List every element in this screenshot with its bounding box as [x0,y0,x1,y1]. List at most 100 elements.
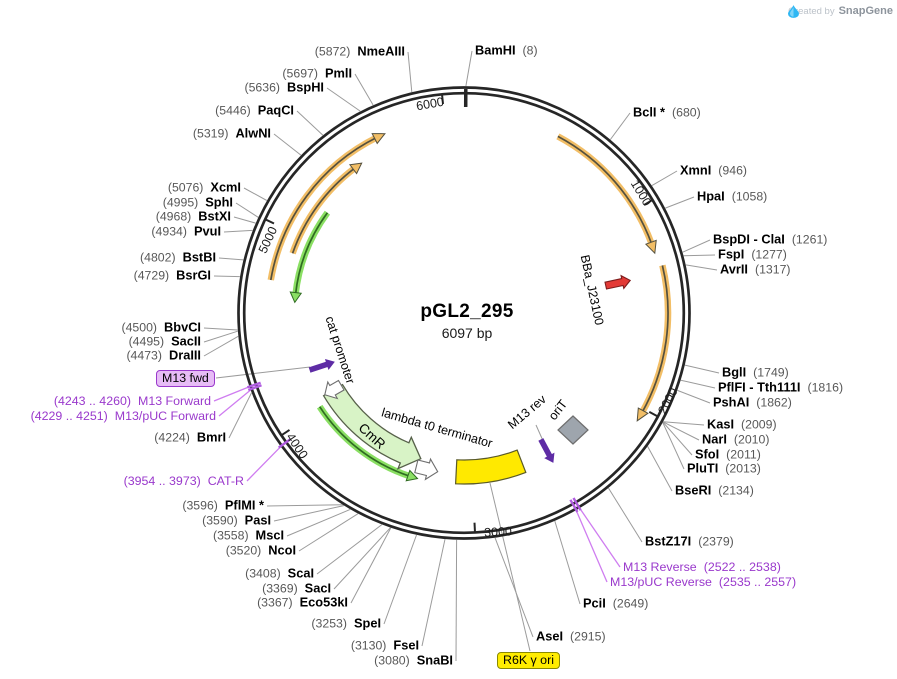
label-name: AlwNI [235,125,271,141]
label-name: BmrI [196,429,226,445]
enzyme-label-spei[interactable]: (3253) SpeI [311,617,381,631]
label-position: (2134) [718,483,754,498]
primer-site-tick-2530[interactable] [572,497,582,511]
m13-rev-primer-arrow[interactable] [538,438,555,463]
enzyme-label-alwni[interactable]: (5319) AlwNI [193,125,271,141]
enzyme-label-snabi[interactable]: (3080) SnaBI [374,654,453,668]
m13-fwd-primer-arrow[interactable] [308,358,335,373]
primer-label-cat-r[interactable]: (3954 .. 3973) CAT-R [124,474,244,487]
enzyme-label-sfoi[interactable]: SfoI (2011) [695,448,761,462]
enzyme-label-pluti[interactable]: PluTI (2013) [687,462,761,476]
enzyme-label-bseri[interactable]: BseRI (2134) [675,483,754,498]
enzyme-label-bamhi[interactable]: BamHI (8) [475,43,538,58]
enzyme-callout-alwni [273,133,302,156]
enzyme-label-sacii[interactable]: (4495) SacII [129,335,201,349]
cmr-gene-band[interactable] [322,383,422,470]
enzyme-callout-nmeaiii [407,51,413,93]
enzyme-callout-bamhi [465,50,473,87]
label-name: M13 Forward [138,393,211,408]
enzyme-label-kasi[interactable]: KasI (2009) [707,418,777,432]
enzyme-label-sphi[interactable]: (4995) SphI [162,195,233,210]
primer-site-tick-4252[interactable] [247,381,261,389]
enzyme-label-pmli[interactable]: (5697) PmlI [282,67,352,81]
enzyme-label-paqci[interactable]: (5446) PaqCI [215,104,294,118]
enzyme-label-nmeaiii[interactable]: (5872) NmeAIII [314,44,405,59]
primer-site-tick-3963[interactable] [277,438,291,449]
enzyme-label-bstbi[interactable]: (4802) BstBI [140,251,216,265]
enzyme-label-avrii[interactable]: AvrII (1317) [720,262,791,277]
bba-j23100-promoter-arrow[interactable] [604,274,632,290]
label-name: BstXI [198,208,231,224]
enzyme-callout-asei [494,537,534,638]
scale-tick-1000 [643,198,654,206]
enzyme-label-xcmi[interactable]: (5076) XcmI [168,181,241,195]
enzyme-callout-eco53ki [350,527,392,604]
primer-site-tick-2546[interactable] [569,499,579,513]
terminator-arrow[interactable] [414,457,439,481]
enzyme-label-fspi[interactable]: FspI (1277) [718,246,787,262]
enzyme-label-pflfi-tth111i[interactable]: PflFI - Tth111I (1816) [718,381,843,395]
orit-feature-diamond[interactable] [557,415,589,445]
enzyme-label-fsei[interactable]: (3130) FseI [350,638,419,653]
enzyme-label-bstz17i[interactable]: BstZ17I (2379) [645,534,734,549]
primer-label-m13-reverse[interactable]: M13 Reverse (2522 .. 2538) [623,560,781,573]
enzyme-label-pvui[interactable]: (4934) PvuI [151,225,221,239]
rev-orf-arc-1[interactable] [292,210,331,296]
enzyme-label-nari[interactable]: NarI (2010) [702,433,769,447]
label-position: (1317) [754,262,791,277]
enzyme-label-bmri[interactable]: (4224) BmrI [154,429,226,445]
enzyme-label-asei[interactable]: AseI (2915) [536,630,606,644]
feature-box-label-r6k-gamma-ori[interactable]: R6K γ ori [497,652,560,669]
enzyme-label-bsphi[interactable]: (5636) BspHI [244,80,324,95]
label-position: (946) [718,163,748,178]
enzyme-label-pcii[interactable]: PciI (2649) [583,595,648,611]
enzyme-callout-fsei [421,539,446,647]
label-position: (4968) [155,209,192,224]
enzyme-label-draiii[interactable]: (4473) DraIII [126,349,201,363]
label-position: (5872) [314,44,351,59]
orf-arc-2[interactable] [289,165,357,255]
enzyme-label-bstxi[interactable]: (4968) BstXI [155,208,231,224]
label-name: BspDI - ClaI [713,231,785,247]
label-position: (4995) [162,195,199,210]
enzyme-label-saci[interactable]: (3369) SacI [262,582,331,596]
enzyme-callout-pvui [223,229,253,233]
enzyme-label-pflmi[interactable]: (3596) PflMI * [182,497,264,513]
scale-tick-3000 [473,522,476,533]
enzyme-label-bbvci[interactable]: (4500) BbvCI [121,321,201,335]
primer-label-m13-puc-forward[interactable]: (4229 .. 4251) M13/pUC Forward [31,409,216,422]
r6k-gamma-ori-band[interactable] [454,449,527,485]
label-name: PflMI * [224,497,264,513]
orf-arc-1-head [371,133,386,145]
enzyme-label-bcli[interactable]: BclI * (680) [633,106,701,120]
label-position: (3130) [350,638,387,653]
enzyme-label-bgli[interactable]: BglI (1749) [722,366,789,380]
enzyme-callout-pasi [273,505,344,522]
enzyme-label-pasi[interactable]: (3590) PasI [202,512,271,528]
label-position: (5636) [244,80,281,95]
enzyme-label-hpai[interactable]: HpaI (1058) [697,190,767,204]
label-position: (8) [522,43,538,58]
orf-arc-4-core [641,265,669,414]
enzyme-label-bsrgi[interactable]: (4729) BsrGI [134,269,211,283]
primer-label-m13-forward[interactable]: (4243 .. 4260) M13 Forward [54,393,211,408]
enzyme-label-bspdi-clai[interactable]: BspDI - ClaI (1261) [713,231,827,247]
enzyme-label-ncoi[interactable]: (3520) NcoI [226,544,296,558]
enzyme-label-pshai[interactable]: PshAI (1862) [713,396,792,410]
enzyme-label-eco53ki[interactable]: (3367) Eco53kI [257,596,348,610]
enzyme-label-msci[interactable]: (3558) MscI [213,527,284,543]
orf-arc-1[interactable] [267,134,379,281]
primer-site-tick-4240[interactable] [247,384,262,392]
primer-label-m13-puc-reverse[interactable]: M13/pUC Reverse (2535 .. 2557) [610,575,796,588]
enzyme-label-xmni[interactable]: XmnI (946) [680,163,748,178]
enzyme-callout-bstz17i [608,487,643,543]
label-name: PciI [583,595,606,611]
label-name: PasI [244,512,271,528]
enzyme-label-scai[interactable]: (3408) ScaI [245,567,314,581]
label-position: (2379) [698,534,734,549]
enzyme-callout-sphi [235,202,259,218]
feature-box-label-m13-fwd[interactable]: M13 fwd [156,370,215,387]
label-name: FspI [718,246,745,262]
cat-promoter-arrow[interactable] [324,379,345,400]
label-name: MscI [255,527,284,543]
